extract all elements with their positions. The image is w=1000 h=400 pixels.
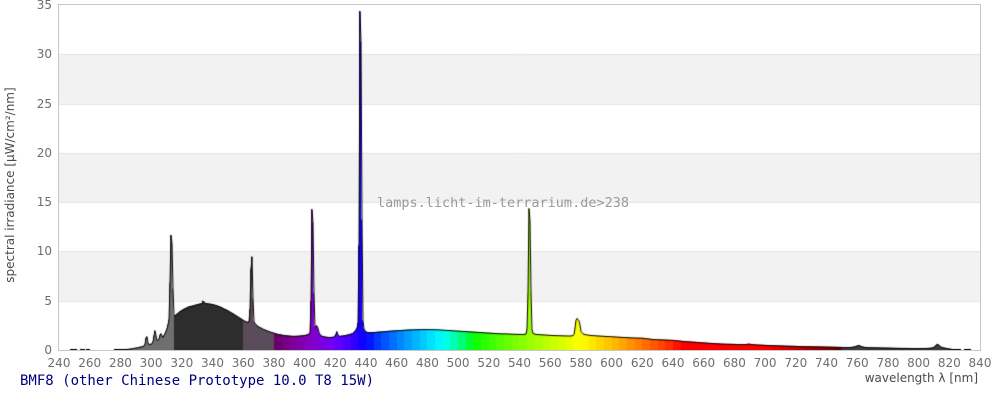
x-tick-label: 780 bbox=[876, 356, 900, 370]
x-tick-label: 700 bbox=[753, 356, 777, 370]
x-tick-label: 760 bbox=[845, 356, 869, 370]
x-tick-label: 560 bbox=[538, 356, 562, 370]
x-tick-label: 320 bbox=[170, 356, 194, 370]
x-tick-label: 840 bbox=[968, 356, 992, 370]
x-tick-label: 460 bbox=[385, 356, 409, 370]
x-tick-label: 720 bbox=[784, 356, 808, 370]
x-tick-label: 640 bbox=[661, 356, 685, 370]
y-tick-label: 35 bbox=[36, 0, 52, 12]
x-tick-label: 480 bbox=[415, 356, 439, 370]
x-tick-label: 620 bbox=[630, 356, 654, 370]
x-tick-label: 300 bbox=[139, 356, 163, 370]
x-tick-label: 360 bbox=[231, 356, 255, 370]
x-tick-label: 680 bbox=[722, 356, 746, 370]
y-tick-label: 10 bbox=[36, 244, 52, 259]
x-tick-label: 280 bbox=[108, 356, 132, 370]
chart-title: BMF8 (other Chinese Prototype 10.0 T8 15… bbox=[20, 373, 375, 389]
x-tick-label: 260 bbox=[78, 356, 102, 370]
x-tick-label: 340 bbox=[201, 356, 224, 370]
x-tick-label: 240 bbox=[47, 356, 71, 370]
y-tick-label: 15 bbox=[36, 195, 52, 210]
x-tick-label: 660 bbox=[692, 356, 716, 370]
spectrum-plot bbox=[58, 4, 981, 351]
y-tick-label: 0 bbox=[44, 343, 52, 357]
x-tick-label: 440 bbox=[354, 356, 378, 370]
x-tick-label: 820 bbox=[937, 356, 961, 370]
x-tick-label: 500 bbox=[446, 356, 470, 370]
x-tick-label: 740 bbox=[815, 356, 838, 370]
x-tick-label: 580 bbox=[569, 356, 593, 370]
y-tick-label: 5 bbox=[44, 293, 52, 308]
x-tick-label: 800 bbox=[907, 356, 931, 370]
x-tick-label: 520 bbox=[477, 356, 501, 370]
watermark-text: lamps.licht-im-terrarium.de>238 bbox=[377, 195, 629, 211]
x-tick-label: 420 bbox=[323, 356, 347, 370]
x-tick-label: 600 bbox=[600, 356, 624, 370]
y-tick-label: 25 bbox=[36, 96, 52, 111]
x-tick-label: 400 bbox=[293, 356, 317, 370]
y-tick-label: 20 bbox=[36, 145, 52, 160]
y-tick-label: 30 bbox=[36, 47, 52, 62]
x-tick-label: 540 bbox=[508, 356, 531, 370]
x-axis-label: wavelength λ [nm] bbox=[864, 371, 978, 385]
y-axis-label: spectral irradiance [µW/cm²/nm] bbox=[3, 87, 17, 283]
x-tick-label: 380 bbox=[262, 356, 286, 370]
